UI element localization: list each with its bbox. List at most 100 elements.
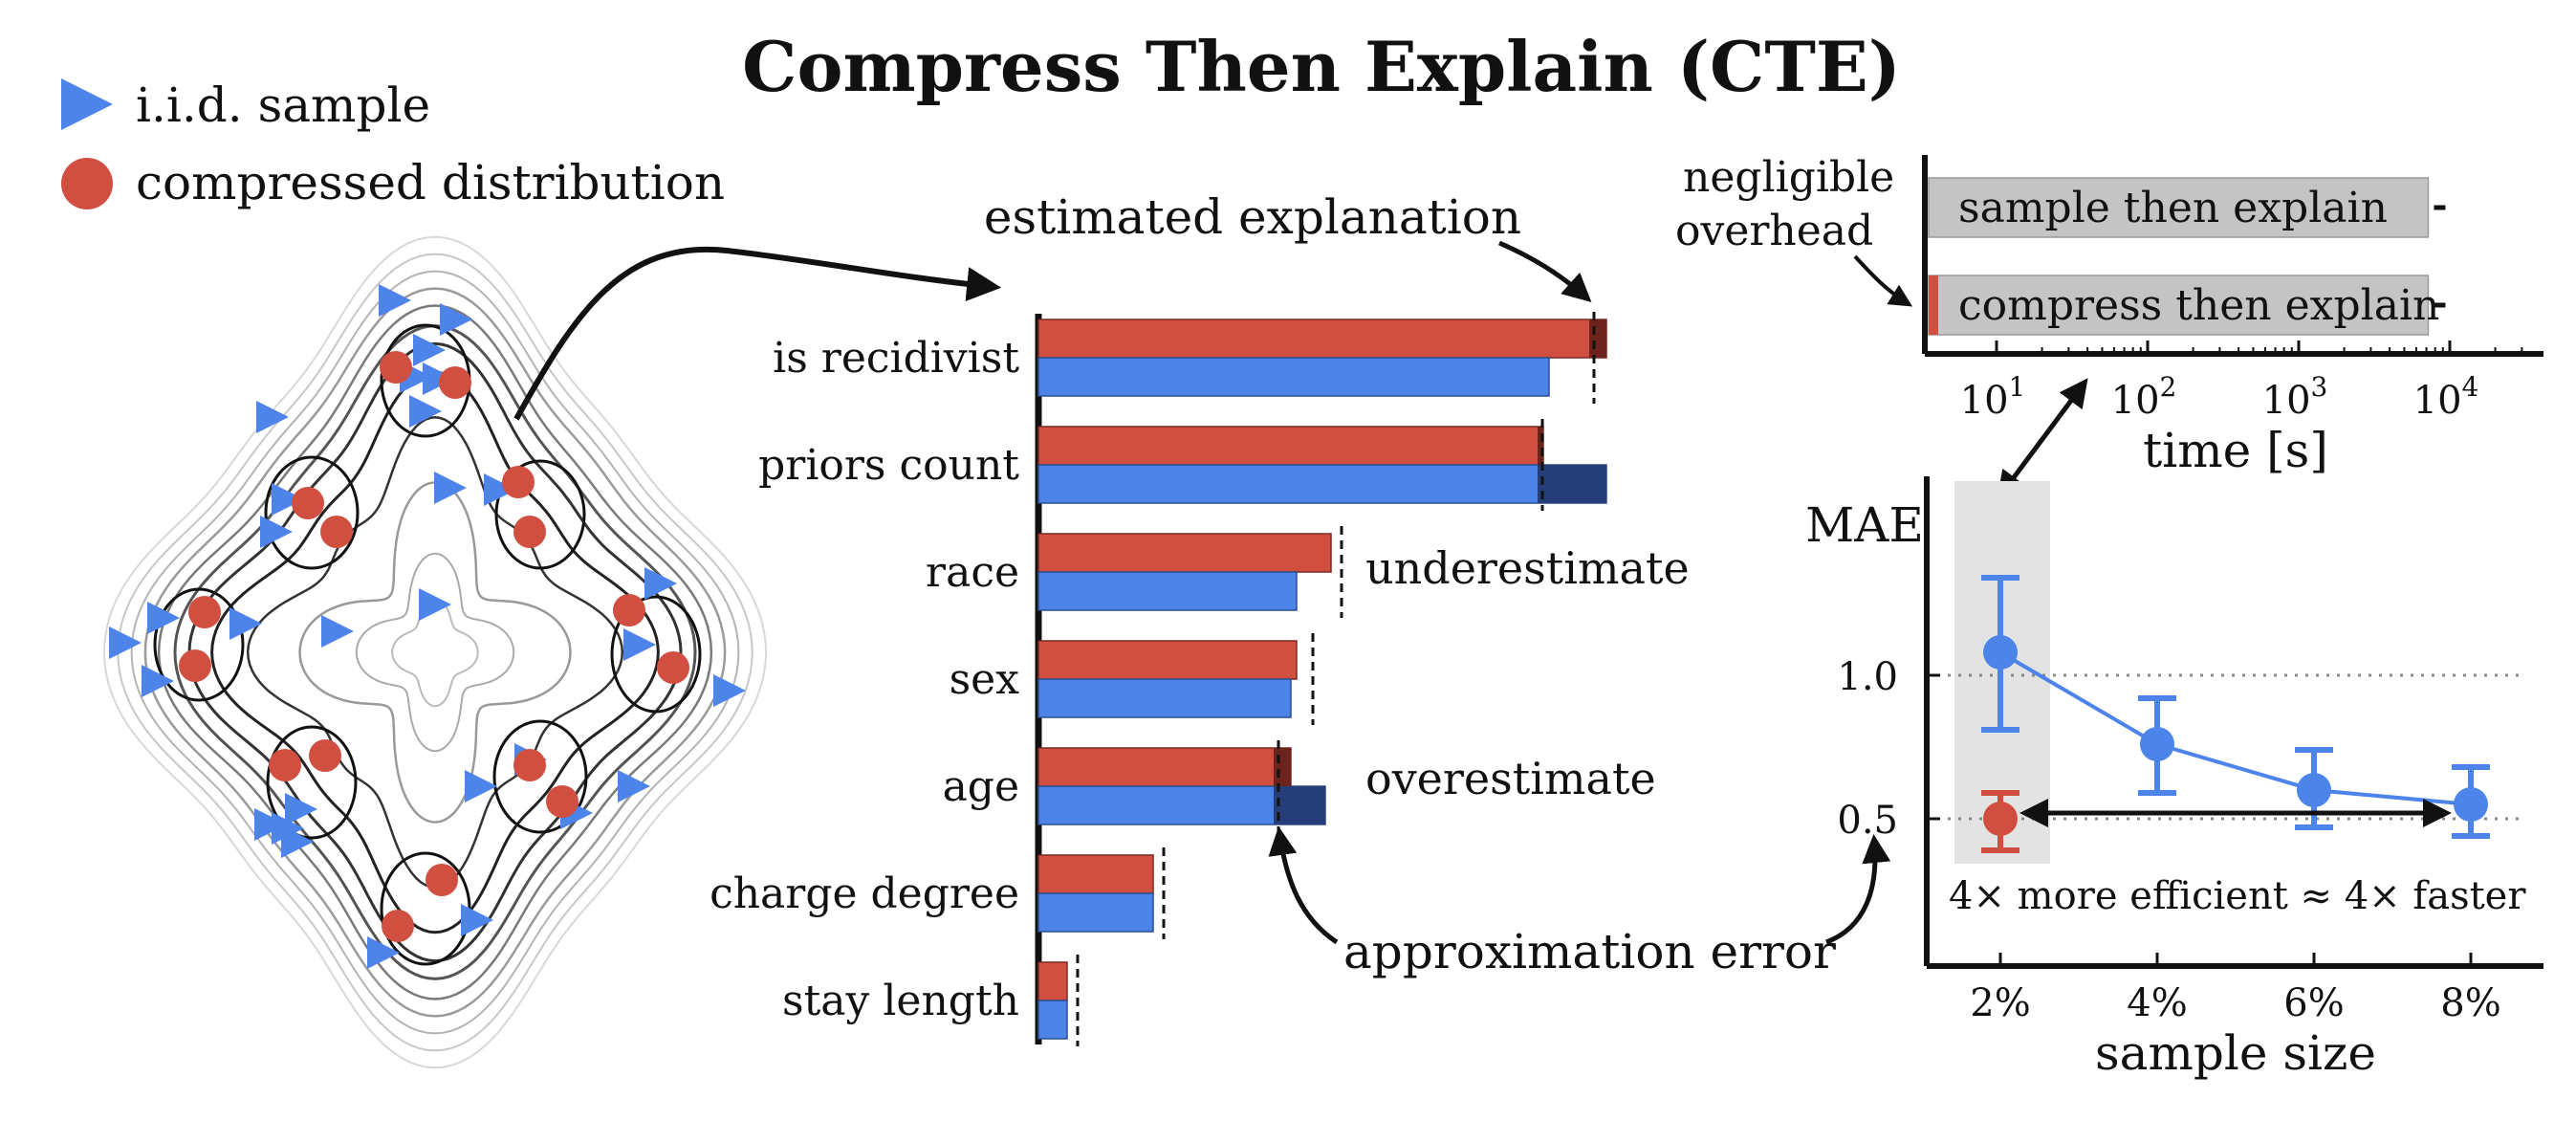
triangle-icon — [419, 588, 451, 621]
explanation-bar-chart: is recidivist priors count race sex age charg… — [709, 312, 1607, 1046]
circle-icon — [269, 749, 301, 781]
circle-icon — [513, 516, 546, 548]
bar-red — [1037, 426, 1544, 466]
overestimate-segment — [1589, 319, 1606, 358]
triangle-icon — [254, 808, 287, 841]
circle-icon — [179, 649, 211, 682]
bar-red — [1037, 640, 1298, 680]
circle-icon — [513, 749, 546, 781]
triangle-icon — [484, 473, 516, 506]
y-axis-label: MAE — [1805, 497, 1924, 553]
contour-line — [391, 597, 479, 708]
circle-icon — [426, 864, 458, 896]
triangle-icon — [272, 812, 304, 845]
x-tick-label: 4% — [2127, 981, 2187, 1025]
triangle-icon — [281, 825, 314, 858]
contour-line — [298, 481, 572, 824]
cluster-ellipse — [266, 725, 358, 840]
triangle-icon — [465, 770, 497, 802]
bar-blue — [1037, 892, 1154, 933]
cluster-ellipse — [380, 851, 471, 966]
overhead-arrow — [1853, 254, 1913, 307]
red-point — [1983, 802, 2018, 836]
overestimate-segment — [1274, 748, 1291, 786]
x-tick-label: 8% — [2440, 981, 2500, 1025]
estimated-explanation-label: estimated explanation — [984, 189, 1521, 245]
x-tick-label: 102 — [2111, 371, 2177, 423]
tick-base: 10 — [2111, 379, 2160, 423]
triangle-icon — [285, 793, 317, 825]
triangle-icon — [461, 904, 493, 936]
circle-icon — [613, 594, 645, 626]
time-bar-label: sample then explain — [1958, 184, 2388, 232]
x-tick-label: 104 — [2413, 371, 2479, 423]
triangle-icon — [256, 401, 289, 433]
x-tick-label: 6% — [2283, 981, 2344, 1025]
contour-line — [117, 253, 753, 1052]
x-axis-label: time [s] — [2143, 423, 2328, 478]
x-tick-label: 101 — [1960, 371, 2026, 423]
cluster-ellipse — [153, 587, 245, 702]
triangle-icon — [713, 674, 746, 707]
legend-iid-label: i.i.d. sample — [136, 77, 430, 133]
blue-point — [2297, 773, 2331, 807]
bar-red — [1037, 961, 1068, 1001]
cluster-ellipse — [610, 595, 702, 714]
triangle-icon — [109, 626, 142, 659]
x-axis-label: sample size — [2095, 1025, 2376, 1081]
compressed-markers — [179, 351, 689, 942]
triangle-icon — [142, 665, 174, 697]
circle-icon — [439, 366, 471, 399]
triangle-icon — [434, 472, 467, 504]
y-tick-label: 1.0 — [1837, 655, 1898, 699]
triangle-icon — [379, 284, 411, 317]
triangle-icon — [260, 516, 293, 548]
triangle-icon — [618, 770, 650, 802]
category-label: sex — [950, 655, 1020, 704]
legend: i.i.d. sample compressed distribution — [61, 77, 725, 210]
triangle-icon — [413, 334, 446, 366]
bar-blue — [1037, 571, 1298, 611]
triangle-icon — [423, 363, 455, 395]
triangle-icon — [644, 567, 677, 600]
triangle-icon — [440, 303, 472, 336]
time-bar-label: compress then explain — [1958, 281, 2439, 330]
bar-red — [1037, 747, 1292, 787]
circle-icon — [502, 466, 535, 498]
cluster-ellipse — [494, 459, 586, 570]
contour-line — [210, 370, 660, 934]
circle-icon — [61, 158, 113, 209]
contour-line — [157, 304, 713, 1000]
iid-sample-markers — [109, 284, 746, 969]
blue-point — [2454, 787, 2488, 822]
triangle-icon — [367, 936, 400, 969]
circle-icon — [309, 739, 341, 772]
category-label: priors count — [758, 441, 1019, 490]
circle-icon — [188, 596, 221, 628]
circle-icon — [292, 487, 324, 519]
tick-base: 10 — [2262, 379, 2311, 423]
triangle-icon — [321, 615, 354, 648]
cluster-ellipse — [492, 719, 588, 834]
bar-blue — [1037, 464, 1607, 504]
blue-series-line — [1998, 650, 2472, 806]
time-chart: sample then explain compress then explain… — [1922, 155, 2543, 478]
estimated-explanation-arrow — [1497, 240, 1592, 303]
overestimate-label: overestimate — [1365, 753, 1656, 804]
category-label: charge degree — [709, 869, 1019, 918]
circle-icon — [380, 351, 412, 384]
y-tick-label: 0.5 — [1837, 799, 1898, 843]
legend-compressed-label: compressed distribution — [136, 155, 725, 210]
approximation-error-arrow-right — [1825, 834, 1891, 945]
contour-line — [143, 287, 727, 1018]
cluster-ellipse — [264, 455, 360, 570]
efficiency-label: 4× more efficient ≈ 4× faster — [1949, 874, 2526, 918]
tick-exponent: 4 — [2462, 371, 2479, 403]
bar-blue — [1037, 678, 1292, 718]
bar-red — [1037, 319, 1607, 359]
link-double-arrow — [1997, 378, 2088, 500]
overhead-note-line1: negligible — [1683, 153, 1894, 202]
approximation-error-arrow-left — [1268, 826, 1339, 945]
figure-title: Compress Then Explain (CTE) — [742, 26, 1901, 107]
